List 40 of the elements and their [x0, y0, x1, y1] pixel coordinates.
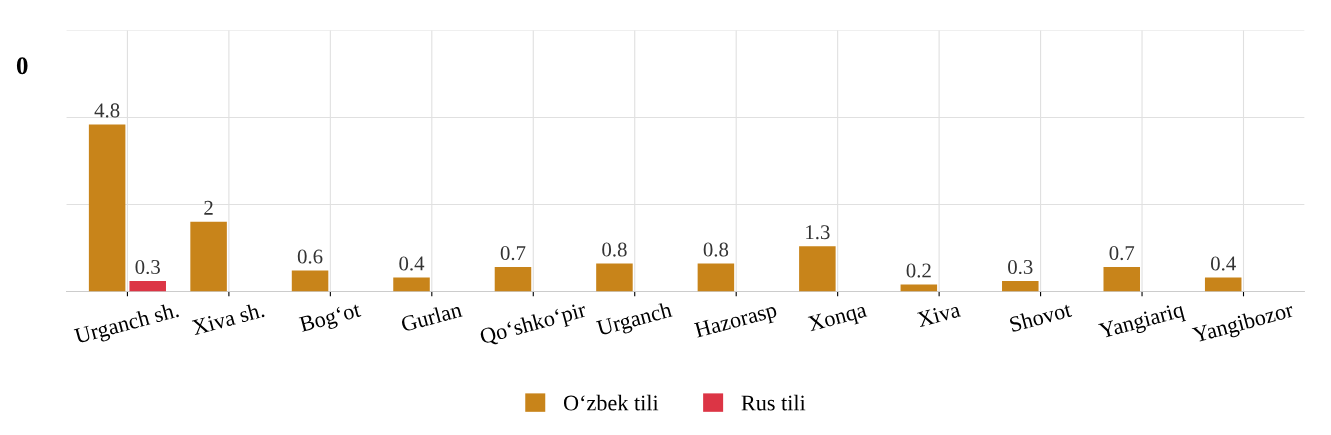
data-label: 0.3 [135, 259, 160, 275]
x-tick-label: Shovot [1008, 301, 1073, 333]
x-tick-label: Yangiariq [1098, 301, 1187, 343]
x-tick-label: Xonqa [807, 302, 869, 336]
text: 0 [16, 57, 28, 75]
bar [88, 124, 126, 292]
x-tick-label: Xiva [916, 301, 962, 328]
bar [1002, 281, 1039, 292]
bar [190, 221, 227, 292]
data-label: 0.2 [906, 263, 931, 278]
bar [596, 263, 633, 292]
x-tick-label: Hazorasp [693, 302, 779, 343]
bar [494, 267, 532, 292]
bar [900, 284, 938, 292]
data-label: 4.8 [94, 103, 120, 118]
bar [291, 270, 329, 292]
data-label: 1.3 [806, 225, 830, 240]
legend-label: O‘zbek tili [563, 394, 659, 411]
bar [393, 277, 430, 292]
x-tick-label: Urganch [595, 301, 674, 341]
data-label: 0.4 [399, 256, 425, 271]
x-tick-label: Gurlan [400, 301, 463, 333]
data-label: 0.8 [602, 242, 627, 257]
data-label: 0.4 [1210, 256, 1236, 271]
bar [799, 246, 836, 292]
x-tick-label: Urganch sh. [73, 301, 181, 349]
bar [1103, 267, 1141, 292]
legend-label: Rus tili [741, 394, 806, 411]
data-label: 0.7 [500, 246, 526, 261]
data-label: 0.3 [1008, 259, 1033, 275]
bar [1204, 277, 1242, 292]
x-tick-label: Yangibozor [1191, 301, 1296, 348]
x-tick-label: Bog‘ot [298, 301, 363, 337]
x-tick-label: Xiva sh. [190, 301, 265, 336]
data-label: 0.8 [703, 242, 729, 257]
data-label: 0.6 [297, 249, 323, 264]
bar [129, 281, 166, 292]
data-label: 0.7 [1109, 246, 1135, 261]
bar [697, 263, 735, 292]
data-label: 2 [204, 200, 213, 215]
